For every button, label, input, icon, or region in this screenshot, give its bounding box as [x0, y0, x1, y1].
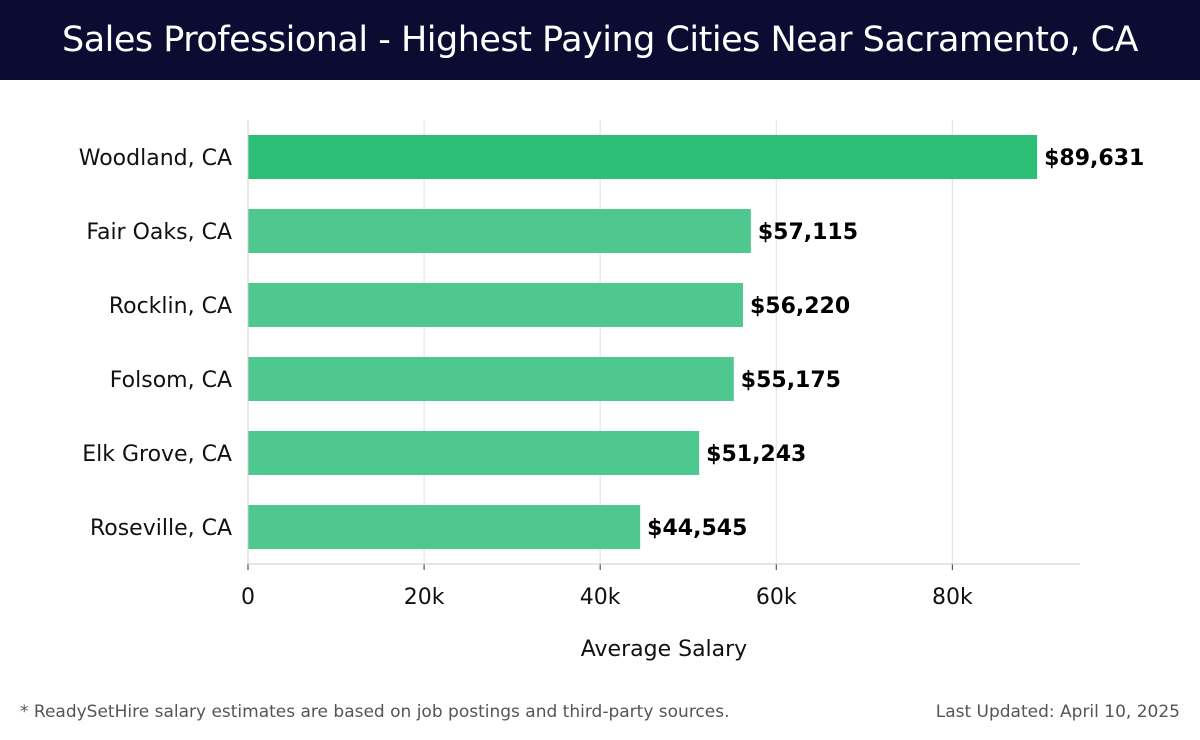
title-bar: Sales Professional - Highest Paying Citi… — [0, 0, 1200, 80]
category-label: Folsom, CA — [110, 368, 232, 393]
x-tick-label: 20k — [404, 585, 445, 610]
category-label: Fair Oaks, CA — [86, 220, 232, 245]
x-tick-label: 0 — [241, 585, 255, 610]
category-label: Woodland, CA — [79, 146, 232, 171]
category-label: Roseville, CA — [90, 516, 232, 541]
bar — [248, 431, 700, 475]
value-label: $55,175 — [741, 368, 841, 393]
footnote: * ReadySetHire salary estimates are base… — [20, 702, 730, 722]
last-updated: Last Updated: April 10, 2025 — [935, 702, 1180, 722]
x-tick-label: 40k — [580, 585, 621, 610]
value-label: $51,243 — [706, 442, 806, 467]
grid-lines — [423, 120, 953, 564]
bar — [248, 357, 734, 401]
value-label: $44,545 — [647, 516, 747, 541]
bar-chart: $89,631 $57,115 $56,220 $55,175 $51,243 $44,5… — [79, 120, 1144, 662]
category-label: Elk Grove, CA — [82, 442, 232, 467]
bar — [248, 135, 1038, 179]
value-label: $56,220 — [750, 294, 850, 319]
value-label: $89,631 — [1044, 146, 1144, 171]
bar — [248, 283, 743, 327]
category-label: Rocklin, CA — [109, 294, 232, 319]
page-title: Sales Professional - Highest Paying Citi… — [61, 20, 1139, 60]
bars: $89,631 $57,115 $56,220 $55,175 $51,243 $44,5… — [248, 135, 1144, 549]
bar — [248, 505, 641, 549]
x-tick-label: 60k — [756, 585, 797, 610]
axes: 0 20k 40k 60k 80k Woodland, CA Fair Oaks, CA Ro… — [79, 120, 1080, 610]
value-label: $57,115 — [758, 220, 858, 245]
x-axis-title: Average Salary — [581, 637, 747, 662]
bar — [248, 209, 751, 253]
x-tick-label: 80k — [932, 585, 973, 610]
